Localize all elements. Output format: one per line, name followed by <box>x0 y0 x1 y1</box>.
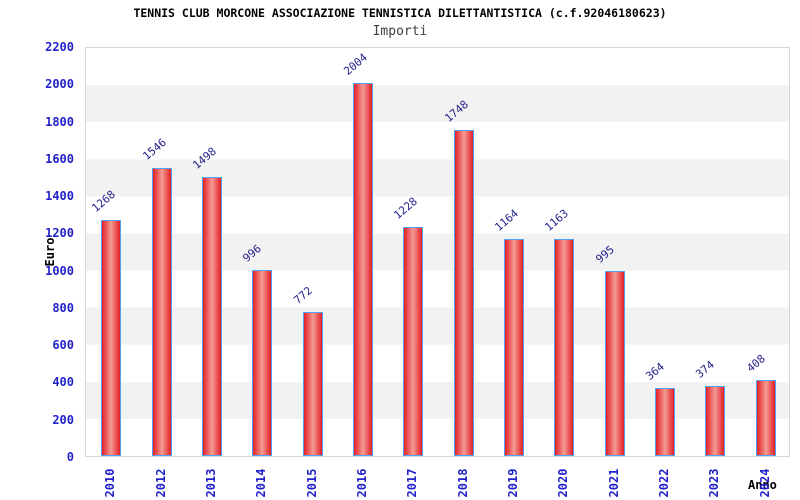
y-tick-label: 1200 <box>45 226 74 241</box>
x-tick-label: 2023 <box>707 468 722 498</box>
y-tick-label: 400 <box>52 375 74 390</box>
y-tick-label: 1400 <box>45 189 74 204</box>
plot-area: 1268 1546 1498 996 772 2004 1228 1748 1164 1163 99… <box>85 47 790 457</box>
x-tick-label: 2010 <box>103 468 118 498</box>
y-tick-label: 200 <box>52 412 74 427</box>
y-tick-label: 600 <box>52 338 74 353</box>
bar-value-label: 1268 <box>89 187 119 215</box>
bar-value-label: 1748 <box>441 98 471 126</box>
x-tick-label: 2015 <box>304 468 319 498</box>
y-tick-label: 1600 <box>45 151 74 166</box>
bar-2012 <box>151 167 172 456</box>
bar-value-label: 1163 <box>542 207 572 235</box>
bar-value-label: 1546 <box>139 135 169 163</box>
chart-title: TENNIS CLUB MORCONE ASSOCIAZIONE TENNIST… <box>133 6 667 20</box>
bar-value-label: 374 <box>693 358 718 382</box>
bar-value-label: 2004 <box>341 50 370 78</box>
chart-subtitle: Importi <box>372 24 428 39</box>
y-tick-label: 1800 <box>45 114 74 129</box>
bar-2017 <box>403 227 424 456</box>
x-tick-label: 2014 <box>254 468 269 498</box>
x-tick-label: 2016 <box>354 468 369 498</box>
x-tick-label: 2024 <box>757 468 772 498</box>
bar-2020 <box>554 239 575 456</box>
bar-value-label: 996 <box>240 242 265 266</box>
bar-value-label: 1164 <box>492 206 521 234</box>
y-tick-label: 1000 <box>45 263 74 278</box>
x-tick-label: 2018 <box>455 468 470 498</box>
bar-value-label: 1498 <box>190 144 219 172</box>
x-tick-label: 2017 <box>405 468 420 498</box>
y-tick-label: 0 <box>66 450 74 464</box>
bar-2023 <box>705 386 726 456</box>
bar-2010 <box>101 219 122 456</box>
x-tick-label: 2022 <box>657 468 672 498</box>
bar-value-label: 772 <box>290 284 315 307</box>
bar-2013 <box>201 176 222 456</box>
bar-2014 <box>252 270 273 456</box>
x-tick-label: 2019 <box>506 468 521 498</box>
bar-2015 <box>302 312 323 456</box>
x-tick-label: 2021 <box>606 468 621 498</box>
bar-2022 <box>655 388 676 456</box>
bar-2021 <box>604 270 625 456</box>
x-tick-label: 2013 <box>203 468 218 498</box>
y-tick-label: 2000 <box>45 77 74 92</box>
x-tick-label: 2012 <box>153 468 168 498</box>
bar-2018 <box>453 130 474 456</box>
bar-2019 <box>504 239 525 456</box>
x-tick-label: 2020 <box>556 468 571 498</box>
bar-value-label: 995 <box>593 242 617 266</box>
y-tick-label: 800 <box>52 300 74 315</box>
y-tick-label: 2200 <box>45 40 74 54</box>
bar-value-label: 364 <box>643 360 667 383</box>
bar-2024 <box>755 379 776 456</box>
x-axis-title: Anno <box>748 478 777 492</box>
bar-2016 <box>352 82 373 456</box>
bar-value-label: 1228 <box>391 194 421 222</box>
bar-value-label: 408 <box>744 352 768 375</box>
